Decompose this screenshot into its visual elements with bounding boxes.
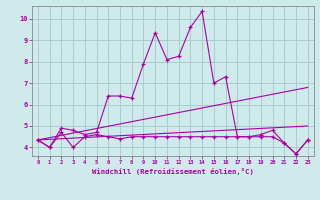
X-axis label: Windchill (Refroidissement éolien,°C): Windchill (Refroidissement éolien,°C) (92, 168, 254, 175)
